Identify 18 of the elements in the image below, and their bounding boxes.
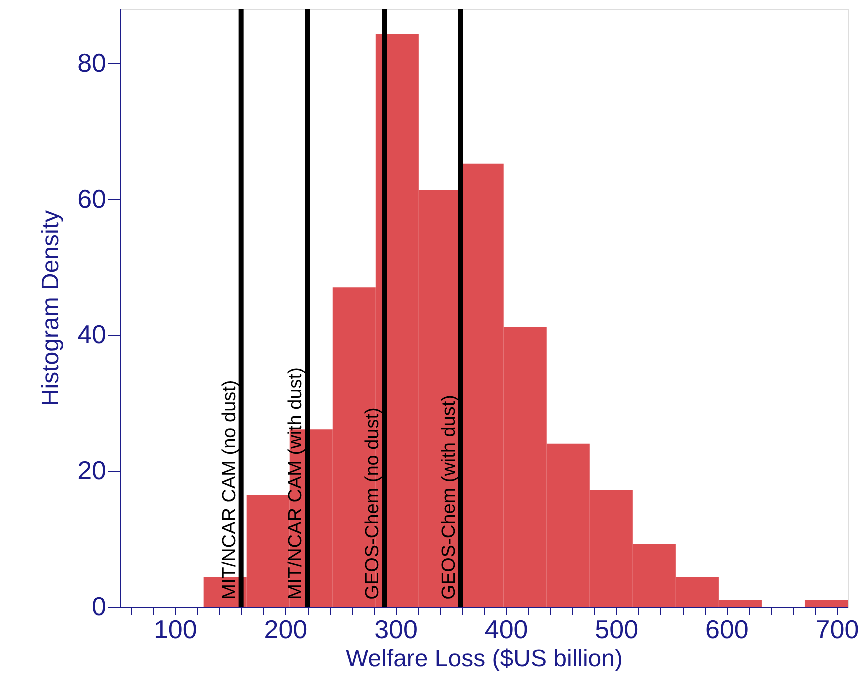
ref-line-label: MIT/NCAR CAM (no dust) bbox=[219, 380, 240, 600]
x-tick-label: 400 bbox=[484, 614, 528, 644]
x-tick-label: 200 bbox=[264, 614, 308, 644]
x-tick-label: 500 bbox=[595, 614, 639, 644]
x-tick-label: 100 bbox=[154, 614, 198, 644]
x-axis-title: Welfare Loss ($US billion) bbox=[346, 646, 623, 672]
y-tick-label: 20 bbox=[78, 456, 106, 486]
ref-line-label: MIT/NCAR CAM (with dust) bbox=[286, 368, 307, 600]
x-tick-label: 300 bbox=[374, 614, 418, 644]
x-tick-label: 600 bbox=[705, 614, 749, 644]
ref-line-label: GEOS-Chem (no dust) bbox=[362, 408, 384, 600]
ref-line-label: GEOS-Chem (with dust) bbox=[438, 394, 460, 600]
y-tick-label: 80 bbox=[78, 48, 106, 78]
y-tick-label: 0 bbox=[92, 592, 106, 622]
y-tick-label: 60 bbox=[78, 184, 106, 214]
y-tick-label: 40 bbox=[78, 320, 106, 350]
y-axis-title: Histogram Density bbox=[38, 210, 65, 407]
x-tick-label: 700 bbox=[816, 614, 860, 644]
